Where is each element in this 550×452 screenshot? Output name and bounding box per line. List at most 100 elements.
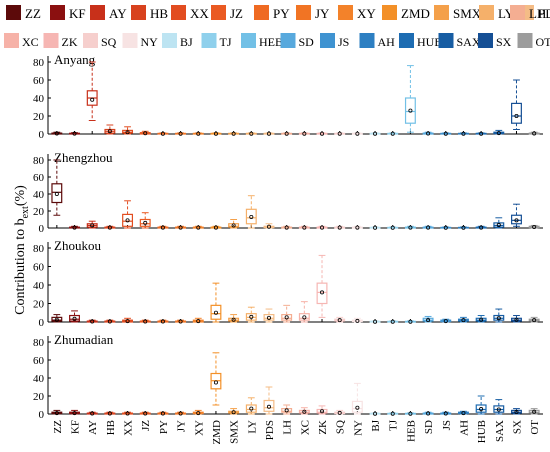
box-xx: [123, 127, 133, 134]
box-zk: [317, 131, 327, 135]
x-tick-label: NY: [352, 420, 364, 436]
legend-label-xy: XY: [357, 6, 376, 21]
box-js: [441, 131, 451, 135]
x-tick-label: LH: [282, 420, 294, 435]
box-zmd: [211, 131, 221, 135]
box-ay: [87, 62, 97, 134]
box-xy: [193, 131, 203, 135]
box-zk: [317, 225, 327, 229]
legend-swatch-zmd: [382, 5, 397, 20]
legend-swatch-xx: [171, 5, 186, 20]
box-kf: [70, 225, 80, 229]
y-tick-label: 0: [39, 223, 45, 235]
box-jy: [176, 319, 186, 323]
box-jz: [140, 131, 150, 135]
box-body: [512, 215, 522, 224]
box-sd: [423, 316, 433, 322]
x-tick-label: XY: [193, 420, 205, 436]
legend-label-lh: LH: [529, 6, 546, 21]
box-kf: [70, 311, 80, 322]
legend-swatch-bj: [162, 33, 177, 48]
x-tick-label: SQ: [335, 420, 347, 434]
box-sd: [423, 225, 433, 229]
box-ly: [246, 307, 256, 322]
box-zk: [317, 406, 327, 414]
box-body: [353, 401, 363, 412]
box-jz: [140, 411, 150, 415]
x-tick-label: XX: [123, 420, 135, 436]
legend-swatch-js: [320, 33, 335, 48]
x-tick-label: JY: [176, 420, 188, 432]
box-lh: [282, 131, 292, 135]
box-jy: [176, 225, 186, 229]
box-sx: [512, 316, 522, 322]
box-ot: [529, 409, 539, 414]
box-hub: [476, 316, 486, 322]
box-body: [52, 184, 62, 203]
box-body: [264, 401, 274, 412]
box-sq: [335, 225, 345, 229]
box-hb: [105, 125, 115, 134]
box-ot: [529, 225, 539, 229]
y-tick-label: 0: [39, 409, 45, 421]
y-axis-label-unit: (%): [13, 185, 28, 206]
x-tick-label: SAX: [494, 420, 506, 442]
box-tj: [388, 411, 398, 415]
legend-label-xx: XX: [190, 6, 209, 21]
x-tick-label: ZMD: [211, 420, 223, 445]
box-xy: [193, 410, 203, 414]
box-js: [441, 319, 451, 323]
legend-label-sq: SQ: [101, 35, 117, 49]
legend-swatch-kf: [50, 5, 65, 20]
box-sax: [494, 130, 504, 134]
panel-title: Anyang: [54, 52, 96, 67]
y-tick-label: 60: [33, 262, 45, 274]
legend-swatch-ot: [518, 33, 533, 48]
box-xc: [299, 131, 309, 135]
legend-swatch-xc: [4, 33, 19, 48]
y-tick-label: 60: [33, 75, 45, 87]
legend-swatch-jy: [296, 5, 311, 20]
box-tj: [388, 319, 398, 323]
x-tick-label: PDS: [264, 420, 276, 440]
box-kf: [70, 131, 80, 135]
x-tick-label: TJ: [388, 419, 400, 431]
legend-swatch-ny: [123, 33, 138, 48]
box-lh: [282, 305, 292, 322]
box-xx: [123, 201, 133, 228]
x-tick-label: AY: [87, 420, 99, 435]
box-bj: [370, 225, 380, 229]
legend-label-sax: SAX: [457, 35, 481, 49]
box-zk: [317, 255, 327, 322]
legend-swatch-sx: [478, 33, 493, 48]
box-sd: [423, 131, 433, 135]
box-xy: [193, 225, 203, 229]
box-zz: [52, 131, 62, 135]
legend-label-kf: KF: [69, 6, 86, 21]
y-tick-label: 40: [33, 93, 45, 105]
box-sx: [512, 409, 522, 414]
legend-swatch-ly: [479, 5, 494, 20]
box-sax: [494, 218, 504, 228]
box-ly: [246, 196, 256, 228]
x-tick-label: SX: [511, 420, 523, 434]
box-ly: [246, 131, 256, 135]
box-lh: [282, 405, 292, 414]
box-jz: [140, 213, 150, 228]
box-pds: [264, 309, 274, 322]
x-tick-label: PY: [158, 420, 170, 434]
box-hub: [476, 225, 486, 229]
box-hb: [105, 319, 115, 323]
box-body: [211, 305, 221, 319]
y-tick-label: 40: [33, 189, 45, 201]
box-kf: [70, 410, 80, 414]
y-tick-label: 80: [33, 337, 45, 349]
box-bj: [370, 131, 380, 135]
box-ah: [459, 225, 469, 229]
legend-label-zmd: ZMD: [401, 6, 430, 21]
y-tick-label: 20: [33, 111, 45, 123]
y-tick-label: 40: [33, 373, 45, 385]
